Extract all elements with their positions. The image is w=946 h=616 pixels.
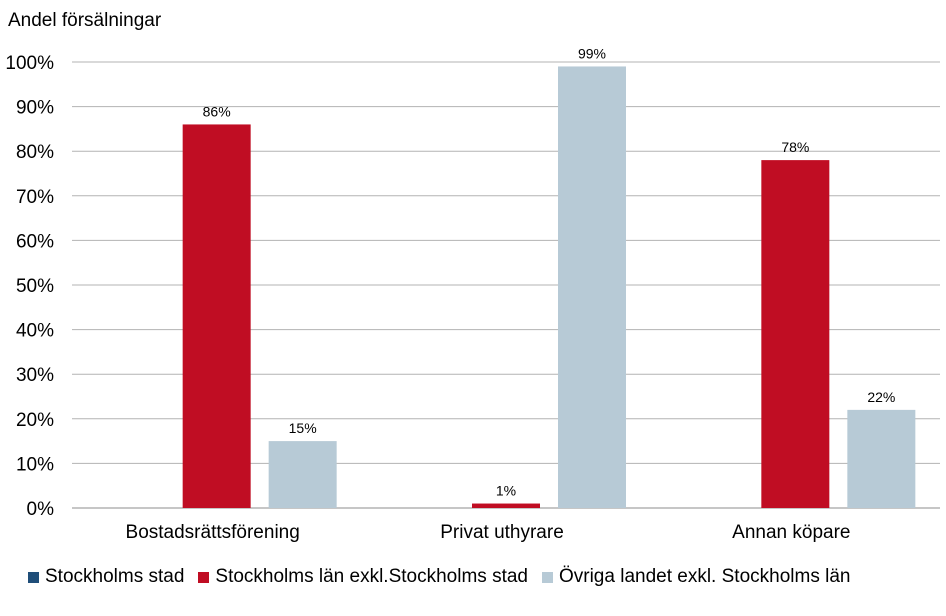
x-tick-label: Annan köpare — [732, 522, 850, 543]
y-tick-label: 30% — [16, 365, 54, 386]
bar — [847, 409, 916, 508]
y-tick-label: 50% — [16, 276, 54, 297]
x-tick-label: Bostadsrättsförening — [126, 522, 300, 543]
y-tick-label: 0% — [27, 499, 55, 520]
y-tick-label: 40% — [16, 321, 54, 342]
bar-data-label: 22% — [867, 389, 895, 405]
y-tick-label: 100% — [5, 53, 54, 74]
y-tick-label: 70% — [16, 187, 54, 208]
bar-data-label: 86% — [203, 103, 231, 119]
bar-data-label: 1% — [496, 483, 516, 499]
legend-label-stockholms-stad: Stockholms stad — [45, 566, 185, 587]
bar-data-label: 15% — [289, 420, 317, 436]
y-tick-label: 60% — [16, 231, 54, 252]
bar — [761, 160, 830, 508]
legend-item-ovriga-landet: Övriga landet exkl. Stockholms län — [541, 566, 851, 588]
bar-data-labels: 86% 15% 1% 99% 78% 22% — [203, 45, 896, 498]
y-tick-label: 10% — [16, 454, 54, 475]
y-tick-label: 80% — [16, 142, 54, 163]
legend-item-stockholms-lan: Stockholms län exkl.Stockholms stad — [198, 566, 528, 588]
legend-swatch-ovriga-landet — [541, 571, 553, 583]
legend-item-stockholms-stad: Stockholms stad — [28, 566, 184, 588]
bar-data-label: 78% — [781, 139, 809, 155]
bar-data-label: 99% — [578, 45, 606, 61]
legend-label-stockholms-lan: Stockholms län exkl.Stockholms stad — [215, 566, 528, 587]
y-tick-label: 20% — [16, 410, 54, 431]
y-tick-label: 90% — [16, 98, 54, 119]
bar — [472, 503, 540, 508]
legend-label-ovriga-landet: Övriga landet exkl. Stockholms län — [558, 566, 851, 587]
x-axis-tick-labels: Bostadsrättsförening Privat uthyrare Annan… — [126, 522, 851, 543]
bar — [268, 441, 337, 508]
y-axis-tick-labels: 0% 10% 20% 30% 40% 50% 60% 70% 80% 90% 100% — [5, 53, 54, 520]
x-tick-label: Privat uthyrare — [440, 522, 564, 543]
legend: Stockholms stad Stockholms län exkl.Stoc… — [28, 566, 864, 588]
bar — [182, 124, 251, 508]
bars — [182, 66, 916, 509]
legend-swatch-stockholms-lan — [198, 571, 210, 583]
y-axis-title: Andel försälningar — [8, 10, 162, 31]
bar — [558, 66, 626, 509]
legend-swatch-stockholms-stad — [28, 571, 39, 583]
